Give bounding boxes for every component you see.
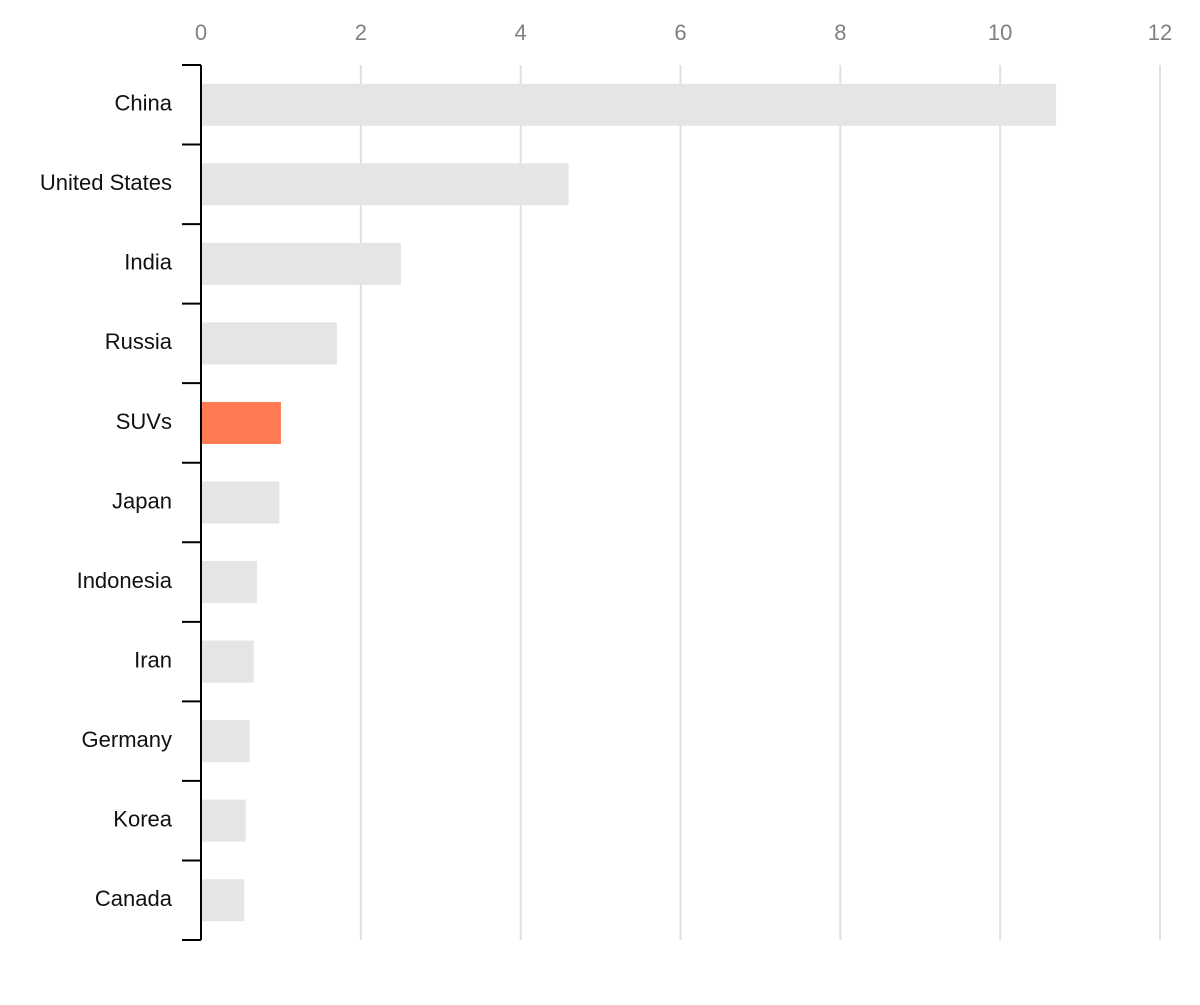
bar bbox=[201, 163, 569, 206]
x-tick-label: 6 bbox=[674, 20, 686, 45]
bar bbox=[201, 640, 254, 683]
y-tick-label: Germany bbox=[82, 727, 172, 752]
bar bbox=[201, 720, 250, 763]
y-tick-label: India bbox=[124, 250, 172, 275]
x-tick-label: 0 bbox=[195, 20, 207, 45]
bar bbox=[201, 561, 257, 604]
x-tick-label: 4 bbox=[515, 20, 527, 45]
y-tick-label: Iran bbox=[134, 647, 172, 672]
y-tick-label: SUVs bbox=[116, 409, 172, 434]
x-tick-label: 10 bbox=[988, 20, 1012, 45]
bar bbox=[201, 322, 337, 365]
x-tick-label: 8 bbox=[834, 20, 846, 45]
y-tick-label: Canada bbox=[95, 886, 173, 911]
bar bbox=[201, 481, 280, 524]
y-tick-label: Japan bbox=[112, 488, 172, 513]
y-tick-label: United States bbox=[40, 170, 172, 195]
bar bbox=[201, 799, 246, 842]
x-tick-label: 12 bbox=[1148, 20, 1172, 45]
y-tick-label: China bbox=[115, 91, 173, 116]
bar bbox=[201, 401, 281, 444]
bar bbox=[201, 879, 245, 922]
y-tick-label: Indonesia bbox=[77, 568, 173, 593]
y-tick-label: Russia bbox=[105, 329, 173, 354]
bar bbox=[201, 83, 1057, 126]
y-tick-label: Korea bbox=[113, 806, 172, 831]
x-tick-label: 2 bbox=[355, 20, 367, 45]
bar bbox=[201, 242, 401, 285]
